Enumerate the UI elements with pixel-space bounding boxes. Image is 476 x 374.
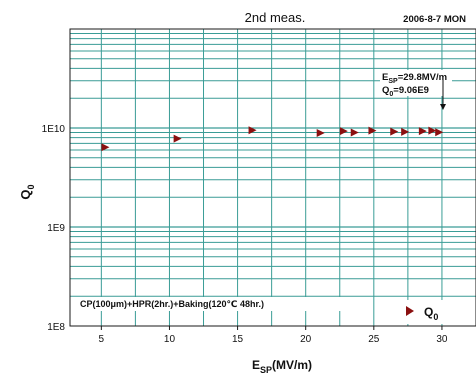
annotation-esp: ESP=29.8MV/m (382, 72, 447, 85)
plot-frame (69, 28, 476, 327)
annotation-arrowhead (440, 104, 446, 110)
x-tick-label: 15 (232, 334, 244, 345)
x-tick-label: 30 (436, 334, 448, 345)
x-tick-label: 20 (300, 334, 312, 345)
legend-marker (406, 306, 414, 316)
chart-title: 2nd meas. (245, 10, 306, 25)
x-tick-label: 10 (164, 334, 176, 345)
data-point (173, 134, 182, 143)
data-point (390, 127, 399, 136)
y-tick-label: 1E8 (47, 322, 65, 333)
data-point (435, 128, 444, 137)
data-point (368, 126, 377, 135)
data-point (101, 143, 110, 152)
measurement-date: 2006-8-7 MON (403, 14, 466, 25)
y-axis-label: Q0 (18, 184, 36, 199)
data-point (316, 129, 325, 138)
y-tick-label: 1E10 (42, 124, 66, 135)
x-tick-label: 5 (99, 334, 105, 345)
x-tick-labels: 5 10 15 20 25 30 (99, 326, 448, 345)
max-point-annotation: ESP=29.8MV/m Q0=9.06E9 (380, 70, 452, 110)
data-point (350, 128, 359, 137)
data-point (401, 127, 410, 136)
annotation-q0: Q0=9.06E9 (382, 85, 429, 98)
legend: Q0 (400, 300, 458, 324)
data-point (339, 127, 348, 136)
x-axis-label: ESP(MV/m) (252, 358, 312, 374)
y-tick-labels: 1E8 1E9 1E10 (42, 124, 66, 333)
grid-lines (70, 29, 476, 326)
legend-series-name: Q0 (424, 305, 438, 322)
data-point (248, 126, 257, 135)
data-point (428, 126, 437, 135)
data-point (418, 127, 427, 136)
y-tick-label: 1E9 (47, 223, 65, 234)
x-tick-label: 25 (368, 334, 380, 345)
q0-data-points (101, 126, 444, 152)
condition-label: CP(100μm)+HPR(2hr.)+Baking(120℃ 48hr.) (78, 297, 350, 311)
condition-text: CP(100μm)+HPR(2hr.)+Baking(120℃ 48hr.) (80, 299, 264, 309)
